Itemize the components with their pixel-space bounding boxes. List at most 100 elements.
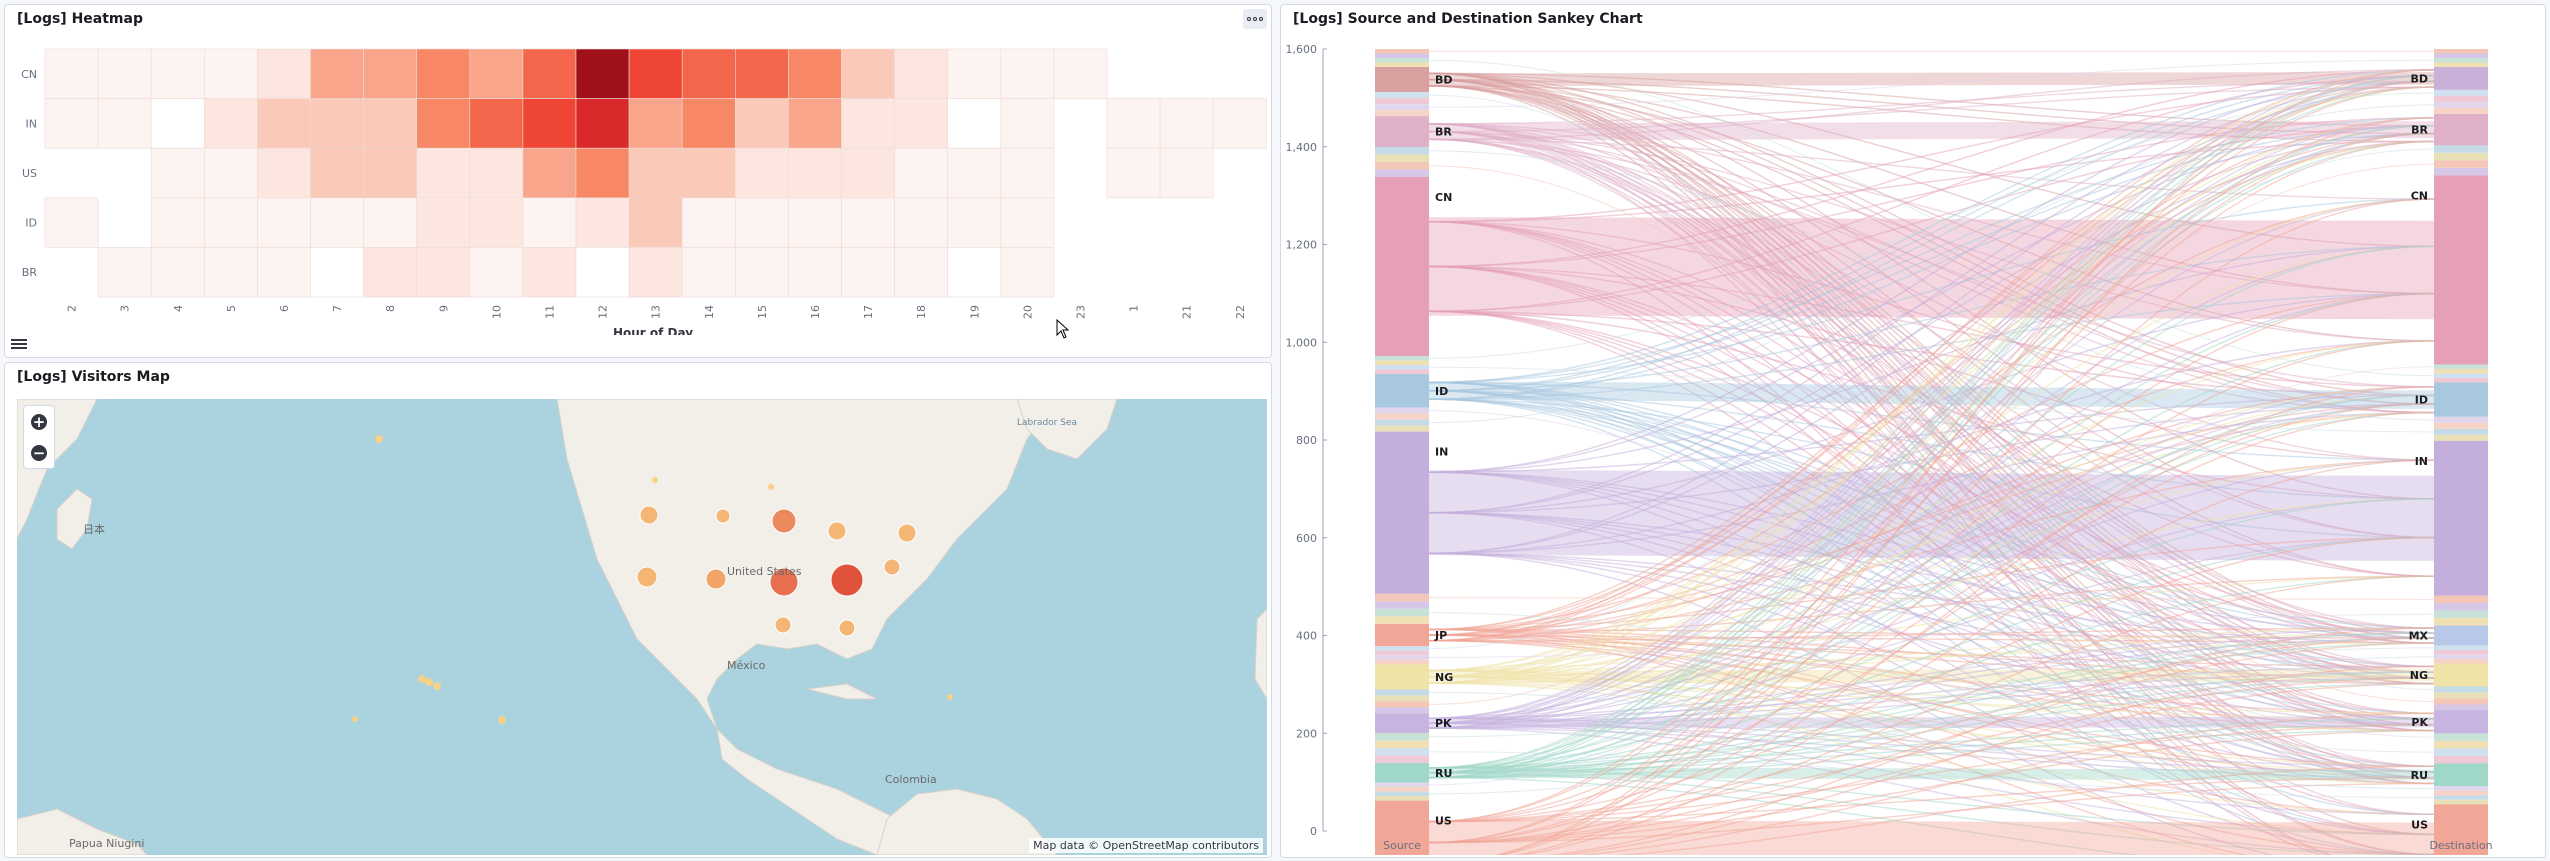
sankey-link[interactable] [1428, 265, 2435, 388]
heatmap-cell[interactable] [681, 98, 736, 149]
sankey-link[interactable] [1428, 647, 2435, 738]
sankey-link[interactable] [1428, 575, 2435, 844]
visitor-marker[interactable] [838, 619, 856, 637]
sankey-link[interactable] [1428, 85, 2435, 414]
heatmap-cell[interactable] [522, 147, 577, 199]
sankey-link[interactable] [1428, 140, 2435, 779]
visitor-marker[interactable] [947, 694, 953, 700]
sankey-link[interactable] [1428, 123, 2435, 295]
heatmap-cell[interactable] [1000, 197, 1055, 248]
heatmap-cell[interactable] [469, 247, 524, 298]
sankey-link[interactable] [1428, 245, 2435, 724]
sankey-link[interactable] [1428, 682, 2435, 844]
sankey-link[interactable] [1428, 394, 2435, 684]
sankey-link[interactable] [1428, 59, 2435, 108]
heatmap-cell[interactable] [204, 147, 258, 199]
sankey-link[interactable] [1429, 712, 2435, 855]
sankey-link[interactable] [1428, 498, 2435, 769]
sankey-link[interactable] [1428, 80, 2435, 823]
sankey-link[interactable] [1428, 552, 2435, 785]
visitor-marker[interactable] [425, 678, 433, 686]
sankey-link[interactable] [1428, 130, 2435, 342]
heatmap-cell[interactable] [628, 48, 683, 99]
heatmap-cell[interactable] [841, 147, 895, 199]
sankey-node[interactable] [2434, 763, 2488, 787]
heatmap-cell[interactable] [788, 147, 842, 199]
sankey-link[interactable] [1428, 165, 2435, 703]
sankey-link[interactable] [1428, 163, 2435, 705]
sankey-link[interactable] [1428, 552, 2435, 732]
sankey-link[interactable] [1428, 292, 2435, 823]
visitor-marker[interactable] [774, 616, 792, 634]
sankey-link[interactable] [1428, 72, 2435, 248]
sankey-link[interactable] [1428, 767, 2435, 836]
sankey-link[interactable] [1428, 390, 2435, 720]
heatmap-cell[interactable] [522, 197, 577, 248]
visitor-marker[interactable] [830, 563, 864, 597]
sankey-link[interactable] [1428, 265, 2435, 461]
sankey-link[interactable] [1428, 637, 2435, 729]
sankey-node[interactable] [2434, 440, 2488, 596]
sankey-link[interactable] [1428, 498, 2435, 724]
sankey-link[interactable] [1428, 677, 2435, 729]
sankey-link[interactable] [1428, 198, 2435, 642]
heatmap-cell[interactable] [681, 48, 736, 99]
sankey-link[interactable] [1428, 117, 2435, 678]
sankey-link[interactable] [1429, 381, 2434, 409]
heatmap-cell[interactable] [628, 247, 683, 298]
heatmap-cell[interactable] [363, 48, 418, 99]
heatmap-cell[interactable] [363, 247, 418, 298]
sankey-link[interactable] [1428, 536, 2435, 823]
sankey-link[interactable] [1428, 751, 2435, 799]
map-canvas[interactable]: United States México Colombia Papua Niug… [17, 399, 1267, 855]
sankey-link[interactable] [1428, 403, 2435, 774]
sankey-link[interactable] [1428, 394, 2435, 769]
heatmap-cell[interactable] [310, 247, 364, 298]
sankey-link[interactable] [1429, 820, 2434, 855]
sankey-link[interactable] [1428, 125, 2435, 392]
heatmap-cell[interactable] [681, 247, 736, 298]
heatmap-cell[interactable] [522, 98, 577, 149]
sankey-node[interactable] [2434, 382, 2488, 417]
list-icon[interactable] [11, 337, 27, 351]
sankey-node[interactable] [1375, 713, 1429, 734]
sankey-link[interactable] [1428, 340, 2435, 672]
sankey-link[interactable] [1428, 411, 2435, 844]
sankey-link[interactable] [1428, 722, 2435, 836]
heatmap-cell[interactable] [310, 147, 364, 199]
sankey-link[interactable] [1428, 198, 2435, 384]
sankey-link[interactable] [1428, 69, 2435, 384]
sankey-link[interactable] [1428, 150, 2435, 421]
heatmap-cell[interactable] [841, 98, 895, 149]
sankey-link[interactable] [1428, 729, 2435, 844]
sankey-link[interactable] [1428, 310, 2435, 720]
sankey-link[interactable] [1428, 724, 2435, 774]
sankey-node[interactable] [2434, 804, 2488, 855]
sankey-link[interactable] [1428, 117, 2435, 384]
sankey-link[interactable] [1428, 597, 2435, 600]
sankey-link[interactable] [1428, 140, 2435, 672]
sankey-link[interactable] [1428, 398, 2435, 726]
heatmap-cell[interactable] [894, 247, 948, 298]
sankey-link[interactable] [1428, 140, 2435, 844]
heatmap-cell[interactable] [734, 48, 789, 99]
heatmap-cell[interactable] [44, 48, 99, 99]
sankey-link[interactable] [1428, 265, 2435, 816]
heatmap-cell[interactable] [204, 48, 258, 99]
options-icon[interactable] [1243, 9, 1267, 29]
sankey-link[interactable] [1428, 632, 2435, 724]
sankey-link[interactable] [1428, 74, 2435, 312]
sankey-link[interactable] [1428, 69, 2435, 678]
sankey-link[interactable] [1428, 72, 2435, 127]
sankey-link[interactable] [1428, 403, 2435, 729]
heatmap-cell[interactable] [841, 247, 895, 298]
sankey-node[interactable] [2434, 663, 2488, 687]
heatmap-cell[interactable] [257, 197, 311, 248]
visitor-marker[interactable] [769, 567, 799, 597]
heatmap-cell[interactable] [469, 147, 524, 199]
heatmap-cell[interactable] [522, 247, 577, 298]
heatmap-cell[interactable] [575, 197, 630, 248]
sankey-link[interactable] [1428, 245, 2435, 473]
heatmap-cell[interactable] [1000, 247, 1055, 298]
heatmap-cell[interactable] [204, 98, 258, 149]
